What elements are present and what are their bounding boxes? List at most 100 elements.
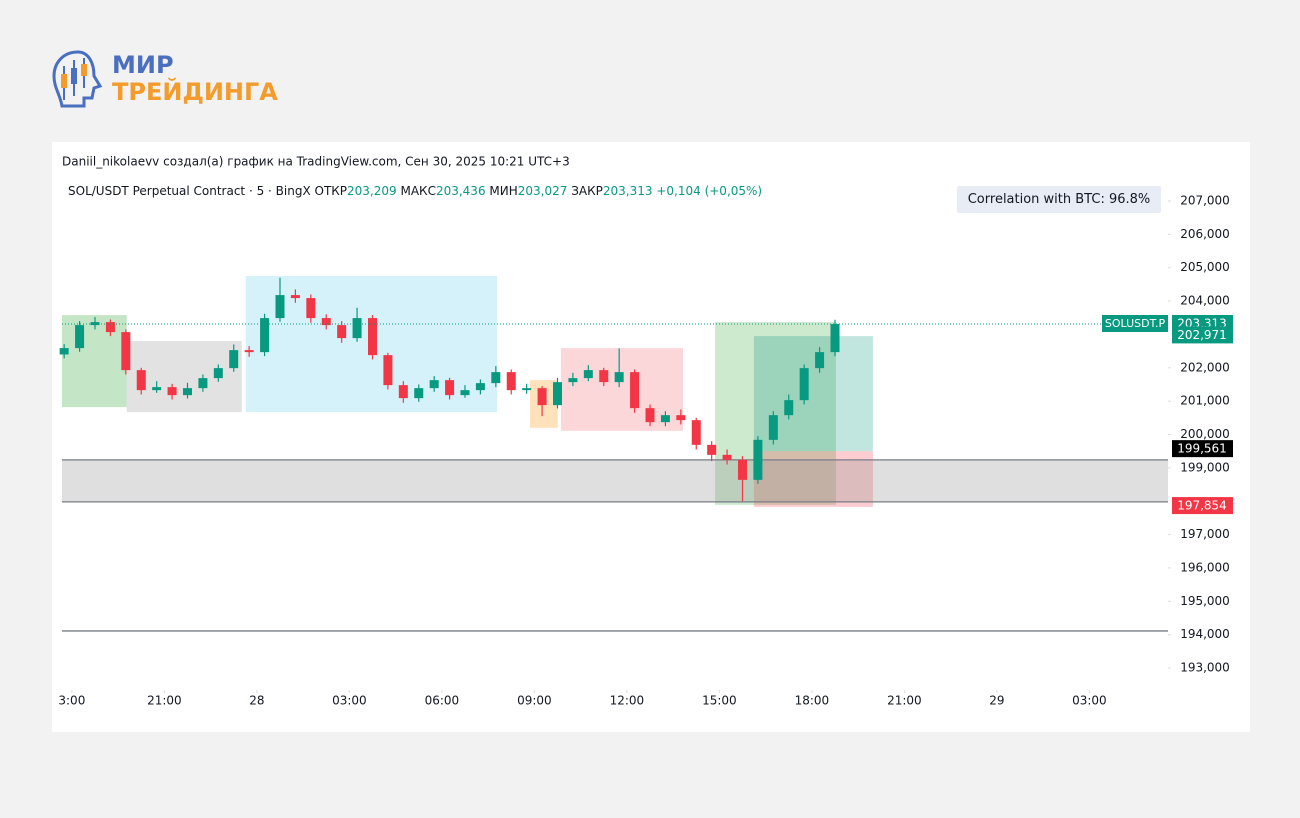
legend: SOL/USDT Perpetual Contract · 5 · BingX … [68, 184, 762, 198]
candle-body [768, 415, 778, 440]
annotation: Correlation with BTC: 96.8% [968, 192, 1151, 207]
candle-body [753, 439, 763, 480]
x-tick-label: 15:00 [702, 694, 737, 708]
x-tick-label: 21:00 [887, 694, 922, 708]
candle-body [198, 378, 208, 389]
y-tick-label: 206,000 [1180, 227, 1230, 241]
candle-body [59, 348, 69, 355]
candle-body [244, 350, 254, 353]
candle-body [676, 415, 686, 421]
candle-body [152, 387, 162, 391]
candle-body [167, 387, 177, 396]
candle-body [645, 408, 655, 423]
price-tag [1172, 497, 1233, 515]
candle-body [105, 322, 115, 333]
y-tick-label: 195,000 [1180, 594, 1230, 608]
candle-body [799, 368, 809, 401]
candle-body [136, 370, 146, 391]
price-tag-label: 197,854 [1177, 499, 1227, 513]
candle-body [290, 295, 300, 299]
candle-body [460, 390, 470, 396]
logo-icon [52, 50, 103, 108]
candle-body [522, 388, 532, 391]
candle-body [568, 378, 578, 383]
zone [62, 315, 127, 408]
candle-body [707, 444, 717, 455]
candle-body [306, 298, 316, 319]
candle-body [630, 372, 640, 409]
candle-body [737, 459, 747, 480]
legend-title: SOL/USDT Perpetual Contract · 5 · BingX [68, 184, 311, 198]
candle-body [367, 318, 377, 356]
candle-body [506, 372, 516, 391]
price-tag [1172, 440, 1233, 458]
symbol-tag-label: SOLUSDT.P [1105, 317, 1166, 330]
candle-body [691, 420, 701, 445]
y-tick-label: 200,000 [1180, 427, 1230, 441]
y-tick-label: 197,000 [1180, 527, 1230, 541]
candle-body [337, 325, 347, 339]
candle-body [75, 325, 85, 349]
candle-body [475, 383, 485, 391]
candle-body [614, 372, 624, 383]
x-tick-label: 3:00 [58, 694, 85, 708]
legend-value: 203,027 [518, 184, 568, 198]
logo-line1: МИР [112, 51, 174, 79]
candle-body [552, 382, 562, 406]
y-tick-label: 194,000 [1180, 627, 1230, 641]
legend-key: ОТКР [315, 184, 348, 198]
legend-value: 203,436 [436, 184, 486, 198]
y-tick-label: 193,000 [1180, 660, 1230, 674]
y-tick-label: 201,000 [1180, 394, 1230, 408]
candle-body [815, 352, 825, 369]
symbol-tag [1102, 314, 1168, 332]
candle-body [429, 380, 439, 389]
candle-body [398, 385, 408, 399]
caption: Daniil_nikolaevv создал(а) график на Tra… [62, 155, 570, 169]
candle-body [491, 372, 501, 384]
candle-body [583, 370, 593, 379]
x-tick-label: 21:00 [147, 694, 182, 708]
x-tick-label: 03:00 [332, 694, 367, 708]
y-tick-label: 207,000 [1180, 194, 1230, 208]
card [52, 142, 1250, 732]
x-tick-label: 29 [989, 694, 1004, 708]
candle-body [275, 295, 285, 319]
legend-value: 203,313 [603, 184, 653, 198]
logo: МИР ТРЕЙДИНГА [112, 52, 278, 106]
candle-body [213, 368, 223, 379]
candle-body [599, 370, 609, 383]
price-tag-label: 199,561 [1177, 442, 1227, 456]
x-tick-label: 06:00 [425, 694, 460, 708]
legend-key: МИН [489, 184, 517, 198]
y-tick-label: 205,000 [1180, 260, 1230, 274]
candle-body [660, 415, 670, 423]
legend-key: ЗАКР [571, 184, 603, 198]
zone [62, 459, 1168, 502]
y-tick-label: 199,000 [1180, 460, 1230, 474]
legend-key: МАКС [400, 184, 435, 198]
price-tag [1172, 326, 1233, 344]
candle-body [182, 388, 192, 396]
candle-body [352, 318, 362, 339]
x-tick-label: 12:00 [610, 694, 645, 708]
y-tick-label: 196,000 [1180, 560, 1230, 574]
candle-body [229, 350, 239, 369]
annotation-box [957, 186, 1161, 213]
candle-body [722, 454, 732, 460]
logo-line2: ТРЕЙДИНГА [112, 78, 278, 106]
candle-body [537, 388, 547, 406]
candle-body [260, 318, 270, 353]
candle-body [321, 318, 331, 326]
legend-value: 203,209 [347, 184, 397, 198]
legend-change: +0,104 (+0,05%) [656, 184, 762, 198]
x-tick-label: 03:00 [1072, 694, 1107, 708]
candle-body [784, 400, 794, 416]
candle-body [414, 388, 424, 399]
chart: Daniil_nikolaevv создал(а) график на Tra… [52, 142, 1250, 732]
candle-body [121, 332, 131, 371]
x-tick-label: 09:00 [517, 694, 552, 708]
x-tick-label: 28 [249, 694, 264, 708]
candle-body [445, 380, 455, 396]
